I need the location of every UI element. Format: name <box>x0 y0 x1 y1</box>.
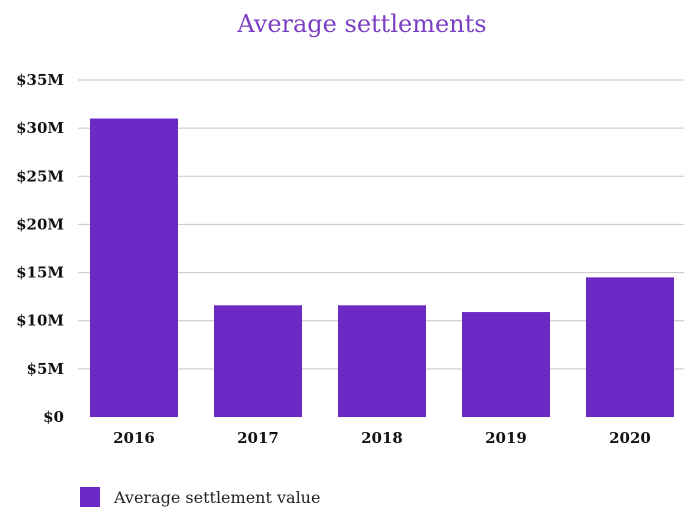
y-tick-label: $35M <box>16 71 64 89</box>
x-tick-label: 2016 <box>113 429 155 447</box>
legend: Average settlement value <box>80 487 320 507</box>
x-tick-label: 2018 <box>361 429 403 447</box>
y-tick-label: $0 <box>43 408 64 426</box>
grid-lines <box>78 79 684 370</box>
y-tick-label: $15M <box>16 264 64 282</box>
bar-2017 <box>214 305 302 417</box>
x-tick-label: 2017 <box>237 429 279 447</box>
y-axis-tick-labels: $0 $5M $10M $15M $20M $25M $30M $35M <box>16 71 64 426</box>
y-tick-label: $30M <box>16 119 64 137</box>
chart-title: Average settlements <box>236 10 486 38</box>
x-tick-label: 2020 <box>609 429 651 447</box>
bars <box>90 118 674 417</box>
bar-2020 <box>586 277 674 417</box>
y-tick-label: $10M <box>16 312 64 330</box>
y-tick-label: $20M <box>16 215 64 233</box>
x-tick-label: 2019 <box>485 429 527 447</box>
y-tick-label: $5M <box>27 360 64 378</box>
legend-label: Average settlement value <box>113 488 320 507</box>
bar-2016 <box>90 118 178 417</box>
legend-swatch <box>80 487 100 507</box>
y-tick-label: $25M <box>16 167 64 185</box>
bar-2018 <box>338 305 426 417</box>
bar-2019 <box>462 312 550 417</box>
x-axis-tick-labels: 2016 2017 2018 2019 2020 <box>113 429 651 447</box>
